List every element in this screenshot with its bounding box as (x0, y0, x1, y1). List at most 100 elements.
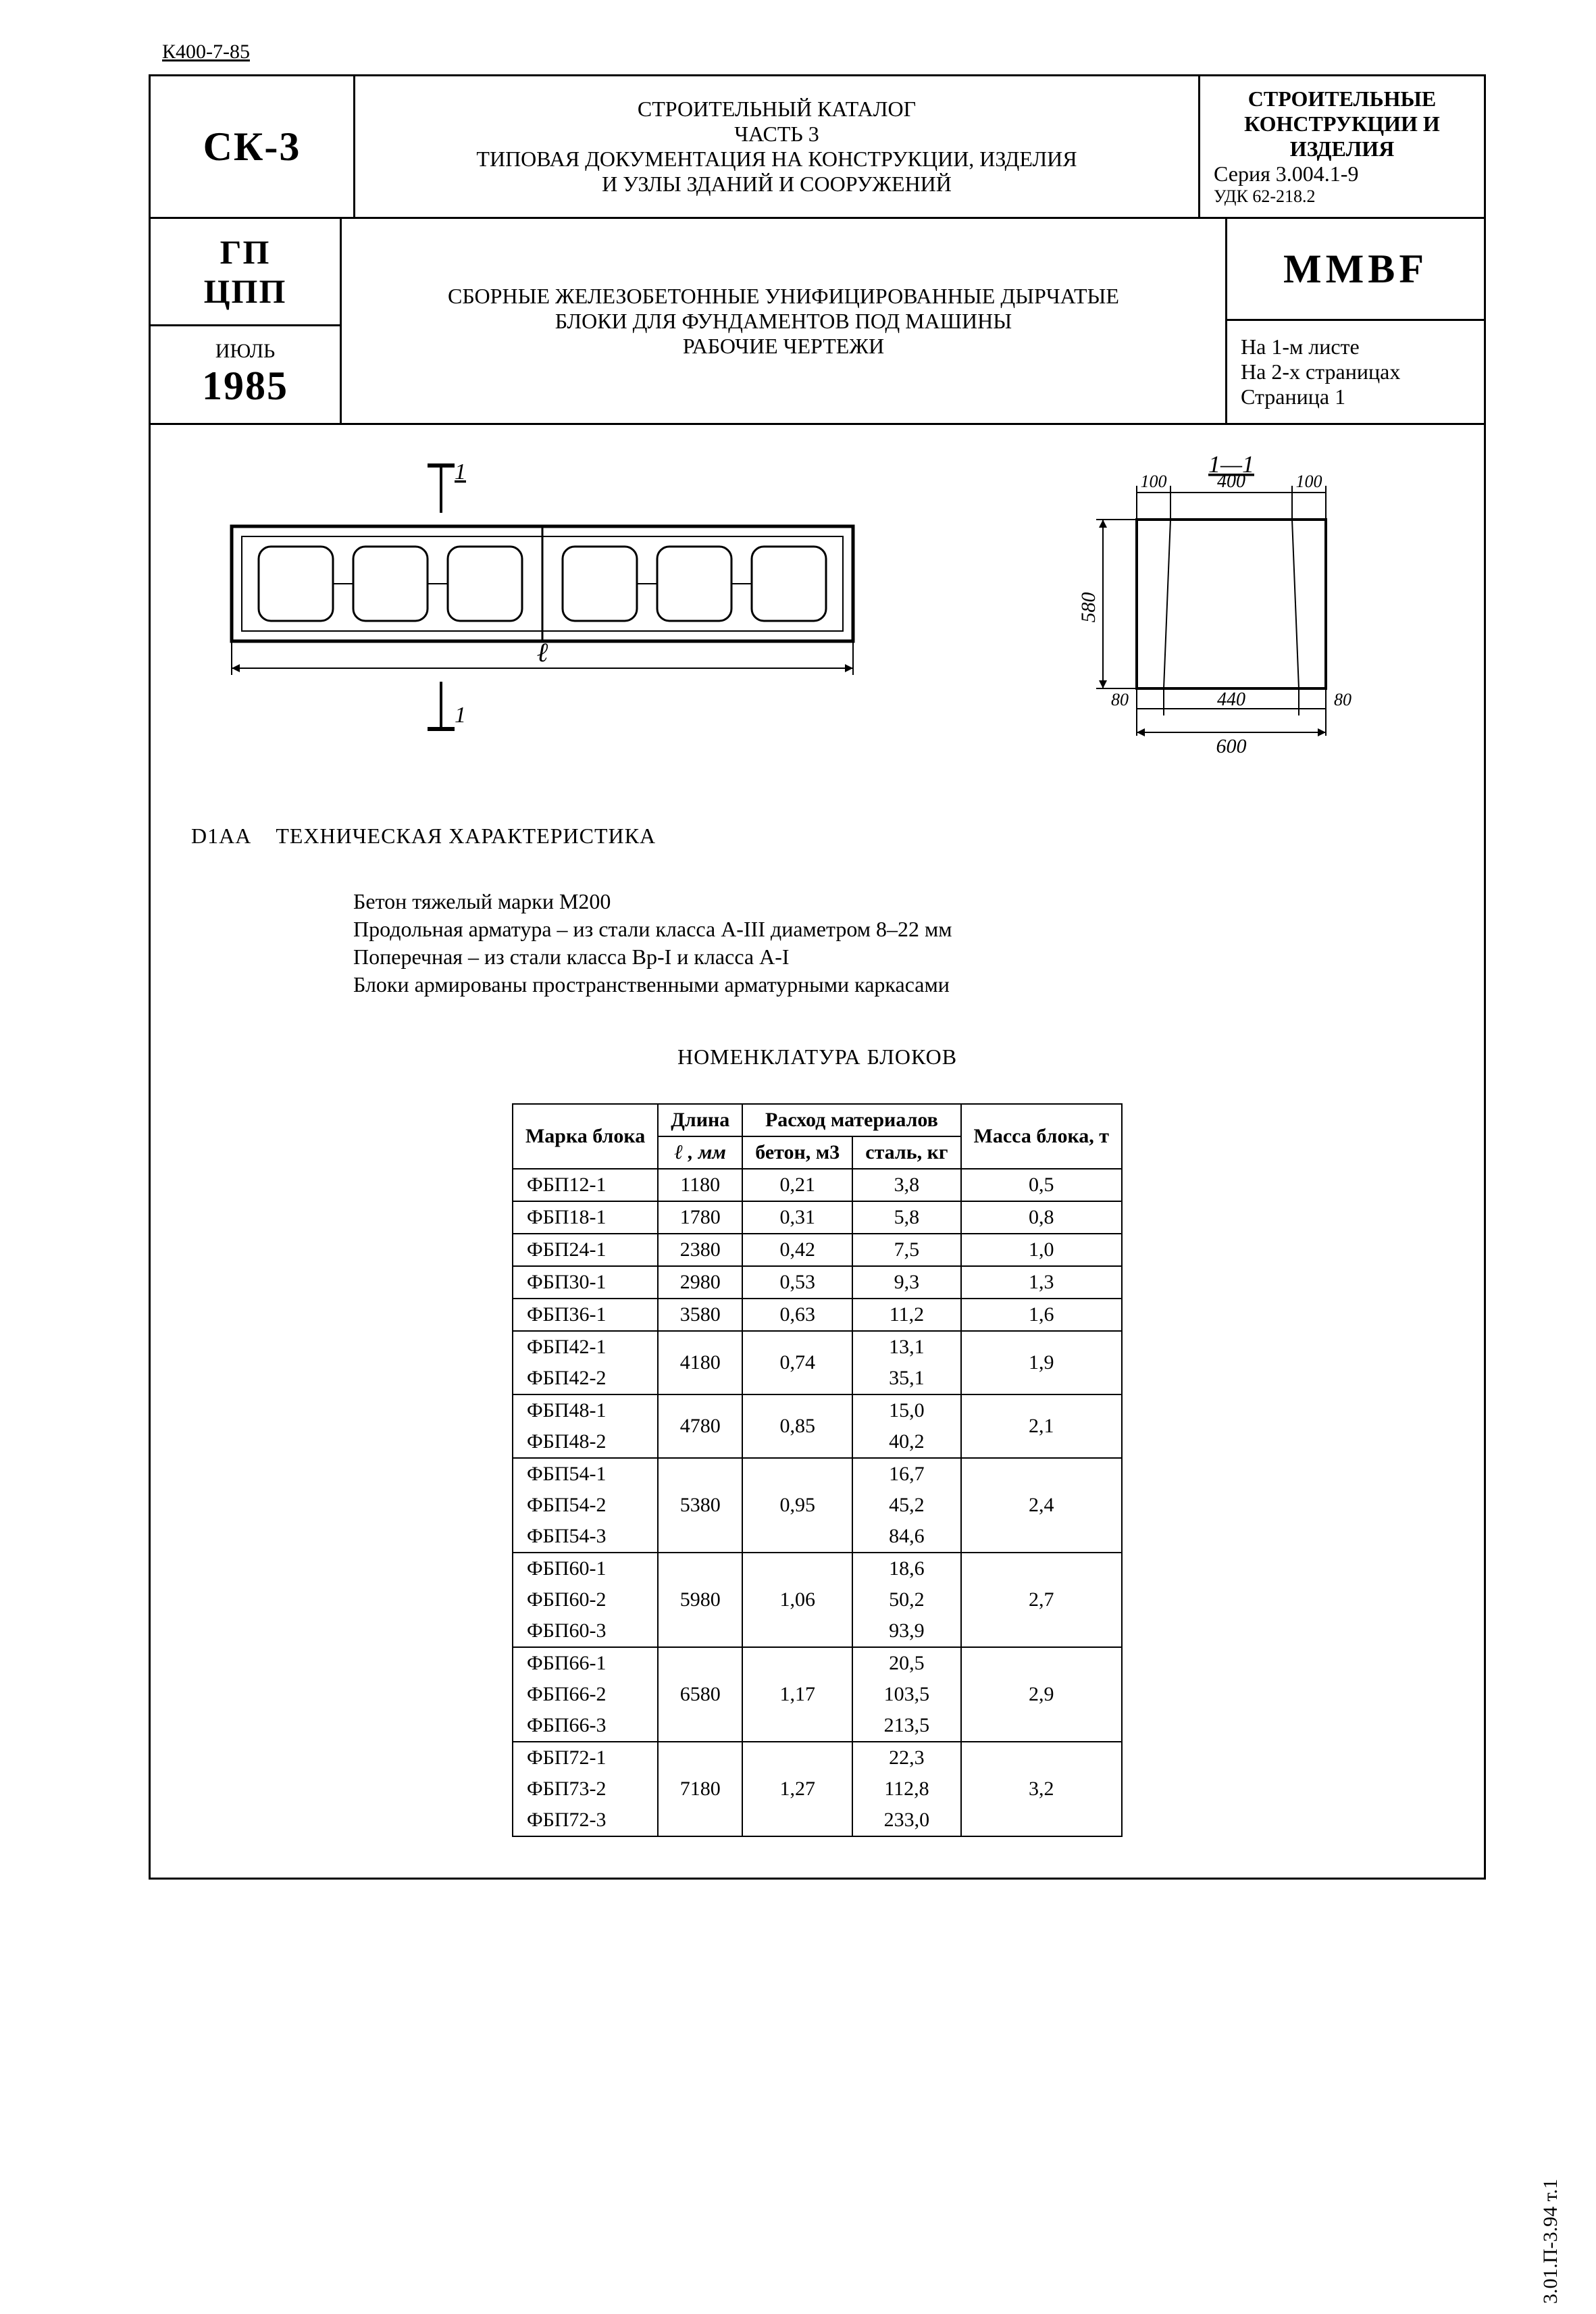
table-row: ФБП24-123800,427,51,0 (513, 1234, 1122, 1266)
side-label: 3.01.П-3.94 т.1 (1539, 2179, 1562, 2304)
table-cell-steel: 103,5 (852, 1679, 960, 1710)
series-line: КОНСТРУКЦИИ И (1214, 111, 1470, 136)
table-cell-len: 4780 (658, 1394, 742, 1458)
catalog-line: СТРОИТЕЛЬНЫЙ КАТАЛОГ (638, 97, 916, 122)
series-line: Серия 3.004.1-9 (1214, 161, 1470, 186)
header-row-1: СК-3 СТРОИТЕЛЬНЫЙ КАТАЛОГ ЧАСТЬ 3 ТИПОВА… (151, 76, 1484, 219)
svg-text:440: 440 (1217, 689, 1245, 710)
table-cell-mass: 0,8 (961, 1201, 1122, 1234)
table-row: ФБП48-147800,8515,02,1 (513, 1394, 1122, 1426)
table-cell-len: 5380 (658, 1458, 742, 1553)
nomenclature-table: Марка блока Длина Расход материалов Масс… (512, 1103, 1123, 1837)
table-cell-mass: 1,9 (961, 1331, 1122, 1394)
table-cell-steel: 7,5 (852, 1234, 960, 1266)
table-cell-beton: 1,17 (742, 1647, 852, 1742)
table-cell-len: 1780 (658, 1201, 742, 1234)
table-cell-len: 5980 (658, 1553, 742, 1647)
svg-text:ℓ: ℓ (537, 637, 548, 668)
table-cell-steel: 11,2 (852, 1299, 960, 1331)
table-title: НОМЕНКЛАТУРА БЛОКОВ (191, 1045, 1443, 1070)
table-cell-mark: ФБП24-1 (513, 1234, 658, 1266)
table-cell-mark: ФБП72-3 (513, 1805, 658, 1836)
table-cell-len: 2380 (658, 1234, 742, 1266)
year-label: 1985 (202, 363, 288, 409)
table-cell-steel: 233,0 (852, 1805, 960, 1836)
series-line: СТРОИТЕЛЬНЫЕ (1214, 86, 1470, 111)
table-cell-mass: 2,4 (961, 1458, 1122, 1553)
table-cell-steel: 112,8 (852, 1774, 960, 1805)
table-cell-steel: 40,2 (852, 1426, 960, 1458)
catalog-cell: СТРОИТЕЛЬНЫЙ КАТАЛОГ ЧАСТЬ 3 ТИПОВАЯ ДОК… (355, 76, 1200, 217)
tech-heading: D1AA ТЕХНИЧЕСКАЯ ХАРАКТЕРИСТИКА (191, 824, 1443, 849)
table-cell-steel: 15,0 (852, 1394, 960, 1426)
table-cell-mark: ФБП54-1 (513, 1458, 658, 1490)
spec-line: Бетон тяжелый марки М200 (191, 889, 1443, 914)
gp-label: ГП (220, 232, 271, 272)
table-cell-beton: 1,06 (742, 1553, 852, 1647)
svg-text:600: 600 (1216, 735, 1247, 757)
spec-line: Продольная арматура – из стали класса А-… (191, 917, 1443, 942)
th-len-unit: ℓ , мм (658, 1136, 742, 1169)
title-line: РАБОЧИЕ ЧЕРТЕЖИ (448, 334, 1119, 359)
table-cell-mass: 1,0 (961, 1234, 1122, 1266)
table-cell-mark: ФБП30-1 (513, 1266, 658, 1299)
table-cell-mark: ФБП42-2 (513, 1363, 658, 1394)
table-cell-mass: 1,6 (961, 1299, 1122, 1331)
table-row: ФБП42-141800,7413,11,9 (513, 1331, 1122, 1363)
table-cell-steel: 16,7 (852, 1458, 960, 1490)
th-len: Длина (658, 1104, 742, 1136)
table-cell-steel: 84,6 (852, 1521, 960, 1553)
table-cell-len: 1180 (658, 1169, 742, 1201)
table-cell-mark: ФБП60-1 (513, 1553, 658, 1584)
table-cell-steel: 213,5 (852, 1710, 960, 1742)
header-row-2: ГП ЦПП ИЮЛЬ 1985 СБОРНЫЕ ЖЕЛЕЗОБЕТОННЫЕ … (151, 219, 1484, 425)
table-cell-mark: ФБП60-3 (513, 1615, 658, 1647)
svg-text:580: 580 (1077, 593, 1100, 623)
svg-text:80: 80 (1111, 690, 1129, 709)
table-cell-steel: 3,8 (852, 1169, 960, 1201)
title-cell: СБОРНЫЕ ЖЕЛЕЗОБЕТОННЫЕ УНИФИЦИРОВАННЫЕ Д… (342, 219, 1227, 423)
table-cell-steel: 50,2 (852, 1584, 960, 1615)
table-row: ФБП30-129800,539,31,3 (513, 1266, 1122, 1299)
th-beton: бетон, м3 (742, 1136, 852, 1169)
catalog-line: И УЗЛЫ ЗДАНИЙ И СООРУЖЕНИЙ (602, 172, 952, 197)
table-cell-mark: ФБП12-1 (513, 1169, 658, 1201)
table-row: ФБП66-165801,1720,52,9 (513, 1647, 1122, 1679)
table-cell-beton: 0,74 (742, 1331, 852, 1394)
catalog-line: ЧАСТЬ 3 (734, 122, 819, 147)
title-line: БЛОКИ ДЛЯ ФУНДАМЕНТОВ ПОД МАШИНЫ (448, 309, 1119, 334)
table-cell-mark: ФБП73-2 (513, 1774, 658, 1805)
pages-cell: На 1-м листе На 2-х страницах Страница 1 (1227, 321, 1484, 423)
table-cell-mass: 3,2 (961, 1742, 1122, 1836)
month-label: ИЮЛЬ (215, 340, 276, 363)
table-cell-mark: ФБП66-2 (513, 1679, 658, 1710)
table-cell-mark: ФБП36-1 (513, 1299, 658, 1331)
body-area: D1AA ТЕХНИЧЕСКАЯ ХАРАКТЕРИСТИКА Бетон тя… (151, 817, 1484, 1878)
svg-text:400: 400 (1217, 471, 1245, 492)
left-stack: ГП ЦПП ИЮЛЬ 1985 (151, 219, 342, 423)
table-cell-mark: ФБП66-1 (513, 1647, 658, 1679)
table-cell-mark: ФБП72-1 (513, 1742, 658, 1774)
table-row: ФБП12-111800,213,80,5 (513, 1169, 1122, 1201)
table-row: ФБП60-159801,0618,62,7 (513, 1553, 1122, 1584)
tech-spec: Бетон тяжелый марки М200 Продольная арма… (191, 889, 1443, 997)
th-steel: сталь, кг (852, 1136, 960, 1169)
table-cell-mark: ФБП54-3 (513, 1521, 658, 1553)
table-cell-len: 3580 (658, 1299, 742, 1331)
svg-text:80: 80 (1334, 690, 1352, 709)
table-cell-beton: 0,63 (742, 1299, 852, 1331)
th-mat: Расход материалов (742, 1104, 960, 1136)
mmbf-cell: ММВF (1227, 219, 1484, 321)
table-cell-mass: 2,9 (961, 1647, 1122, 1742)
table-cell-steel: 35,1 (852, 1363, 960, 1394)
table-row: ФБП72-171801,2722,33,2 (513, 1742, 1122, 1774)
table-cell-mark: ФБП48-1 (513, 1394, 658, 1426)
elevation-drawing: 1 (178, 452, 907, 736)
table-cell-len: 7180 (658, 1742, 742, 1836)
svg-text:1: 1 (455, 459, 466, 484)
table-cell-steel: 18,6 (852, 1553, 960, 1584)
svg-text:1: 1 (455, 703, 466, 728)
table-cell-beton: 1,27 (742, 1742, 852, 1836)
series-cell: СТРОИТЕЛЬНЫЕ КОНСТРУКЦИИ И ИЗДЕЛИЯ Серия… (1200, 76, 1484, 217)
table-cell-beton: 0,95 (742, 1458, 852, 1553)
